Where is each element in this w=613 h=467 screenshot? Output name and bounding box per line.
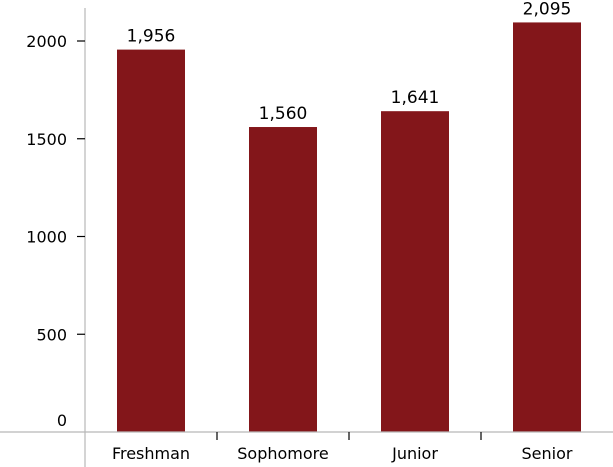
x-tick-label-sophomore: Sophomore [237, 444, 328, 463]
x-tick-label-freshman: Freshman [112, 444, 190, 463]
bars-layer [117, 22, 581, 433]
bar-junior [381, 111, 449, 432]
y-tick-label-0: 0 [57, 411, 67, 430]
y-tick-label-500: 500 [36, 325, 67, 344]
y-axis-ticks: 0 500 1000 1500 2000 [26, 32, 85, 430]
data-label-senior: 2,095 [523, 0, 572, 19]
bar-senior [513, 22, 581, 433]
data-label-sophomore: 1,560 [259, 104, 308, 124]
y-tick-label-1000: 1000 [26, 228, 67, 247]
data-labels-layer: 1,956 1,560 1,641 2,095 [127, 0, 572, 124]
y-tick-label-2000: 2000 [26, 32, 67, 51]
x-tick-label-senior: Senior [522, 444, 573, 463]
bar-freshman [117, 49, 185, 433]
data-label-freshman: 1,956 [127, 27, 176, 47]
x-tick-label-junior: Junior [391, 444, 438, 463]
bar-sophomore [249, 127, 317, 433]
x-axis-ticks: Freshman Sophomore Junior Senior [112, 432, 573, 463]
data-label-junior: 1,641 [391, 88, 440, 108]
y-tick-label-1500: 1500 [26, 130, 67, 149]
